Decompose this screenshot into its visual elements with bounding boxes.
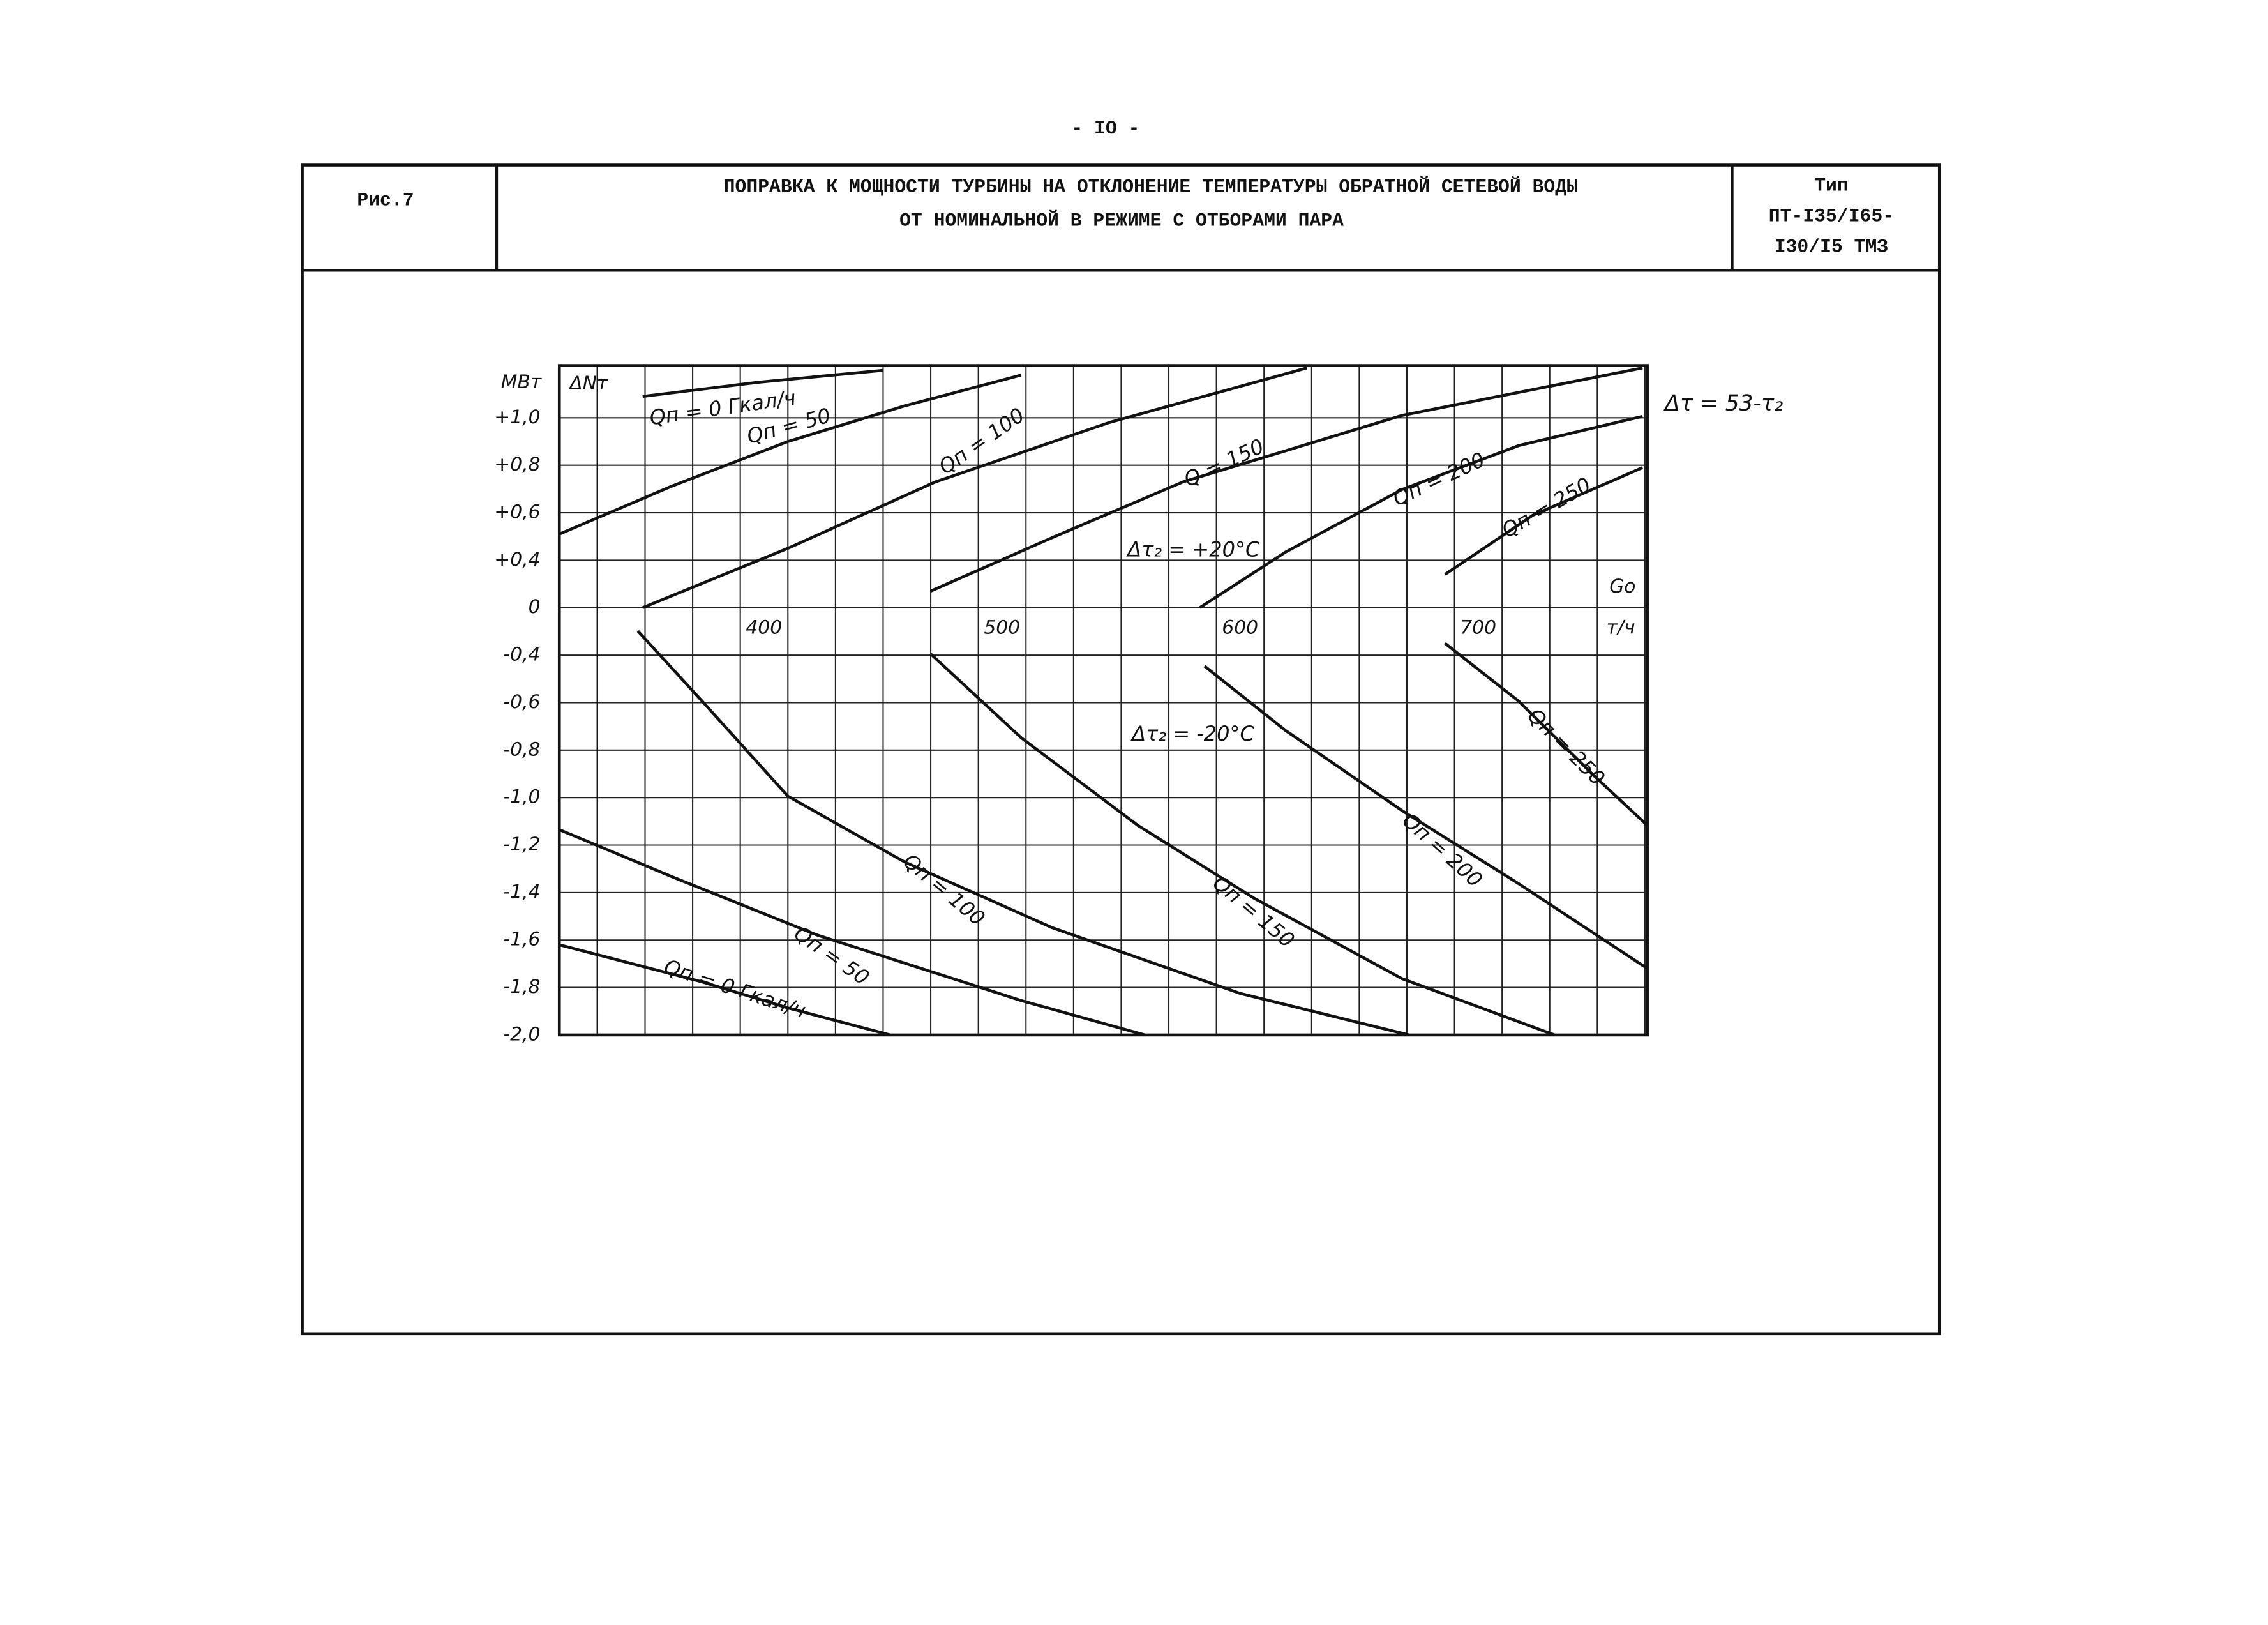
curve: [1444, 642, 1649, 827]
curve: [636, 630, 1410, 1037]
curve: [1203, 665, 1648, 970]
annotation: Δτ₂ = +20°C: [1125, 538, 1260, 562]
x-tick-label: 600: [1222, 616, 1258, 639]
annotation: Δτ = 53-τ₂: [1663, 391, 1783, 416]
sheet-frame: [301, 163, 1941, 1336]
y-tick-label: +0,6: [494, 501, 540, 524]
curve: [559, 943, 891, 1037]
curve: [559, 828, 1146, 1037]
type-line: Тип: [1814, 174, 1849, 196]
y-tick-label: -0,6: [503, 691, 540, 713]
title-line: ПОПРАВКА К МОЩНОСТИ ТУРБИНЫ НА ОТКЛОНЕНИ…: [724, 176, 1578, 198]
y-tick-label: -1,8: [503, 976, 540, 998]
curve: [559, 374, 1022, 536]
y-unit: МВт: [501, 371, 543, 393]
y-tick-label: +1,0: [494, 406, 540, 428]
y-tick-label: -1,0: [503, 786, 540, 808]
y-tick-label: +0,8: [494, 453, 540, 476]
x-axis-label: Gо: [1609, 575, 1635, 598]
curve: [1199, 414, 1643, 609]
curve: [930, 367, 1643, 593]
x-unit: т/ч: [1607, 616, 1635, 639]
x-tick-label: 400: [746, 616, 782, 639]
title-line: ОТ НОМИНАЛЬНОЙ В РЕЖИМЕ С ОТБОРАМИ ПАРА: [899, 209, 1344, 231]
y-tick-label: -1,4: [503, 881, 540, 903]
curve: [642, 368, 883, 398]
curve: [1444, 466, 1644, 576]
y-tick-label: -1,6: [503, 928, 540, 951]
y-tick-label: +0,4: [494, 548, 540, 571]
annotation: Δτ₂ = -20°C: [1130, 722, 1254, 746]
y-tick-label: -2,0: [503, 1023, 540, 1045]
y-tick-label: -0,8: [503, 738, 540, 760]
curve: [929, 653, 1556, 1037]
type-line: I30/I5 ТМЗ: [1775, 236, 1888, 258]
y-axis-label: ΔNт: [568, 372, 609, 395]
x-tick-label: 700: [1460, 616, 1496, 639]
page-number: - IO -: [1071, 117, 1139, 139]
x-tick-label: 500: [984, 616, 1020, 639]
y-tick-label: -0,4: [503, 644, 540, 666]
y-tick-label: -1,2: [503, 833, 540, 856]
type-line: ПТ-I35/I65-: [1769, 205, 1894, 227]
curve: [642, 367, 1307, 609]
plot-frame: [557, 364, 1649, 1037]
y-tick-label: 0: [529, 596, 541, 618]
figure-number: Рис.7: [357, 189, 414, 211]
